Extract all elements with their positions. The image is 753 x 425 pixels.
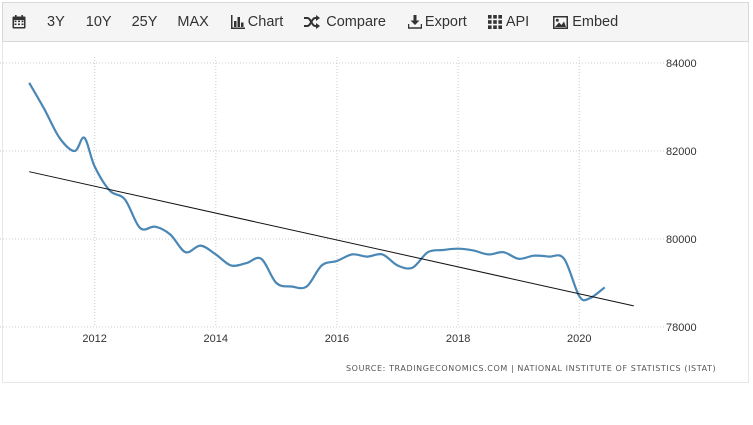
x-tick-label-4: 2020	[567, 333, 591, 345]
range-10y-button[interactable]: 10Y	[86, 3, 112, 41]
range-max-button[interactable]: MAX	[177, 3, 208, 41]
image-icon	[553, 15, 569, 29]
x-tick-label-2: 2016	[325, 333, 349, 345]
line-chart: 78000 80000 82000 84000 2012 2014 2016 2018 2020	[0, 57, 697, 345]
chart-toolbar: 3Y 10Y 25Y MAX Chart Compare	[2, 2, 749, 42]
x-tick-label-3: 2018	[446, 333, 470, 345]
shuffle-icon	[304, 15, 321, 29]
api-button[interactable]: API	[487, 3, 530, 41]
api-label: API	[505, 14, 530, 30]
y-tick-label-2: 82000	[666, 146, 697, 158]
data-series-line	[28, 82, 606, 302]
bar-chart-icon	[230, 15, 245, 29]
download-icon	[407, 15, 422, 29]
range-25y-label: 25Y	[131, 14, 158, 30]
trend-line	[29, 171, 634, 307]
range-10y-label: 10Y	[85, 14, 112, 30]
chart-type-button[interactable]: Chart	[230, 3, 284, 41]
x-tick-label-1: 2014	[204, 333, 228, 345]
y-tick-label-1: 80000	[666, 234, 697, 246]
y-tick-label-3: 84000	[666, 58, 697, 70]
embed-label: Embed	[572, 14, 619, 30]
x-tick-label-0: 2012	[82, 333, 106, 345]
chart-label: Chart	[247, 14, 284, 30]
range-25y-button[interactable]: 25Y	[132, 3, 158, 41]
embed-button[interactable]: Embed	[553, 3, 618, 41]
compare-label: Compare	[326, 14, 386, 30]
compare-button[interactable]: Compare	[304, 3, 386, 41]
range-3y-button[interactable]: 3Y	[47, 3, 65, 41]
y-tick-label-0: 78000	[666, 322, 697, 334]
range-max-label: MAX	[177, 14, 209, 30]
export-label: Export	[424, 14, 467, 30]
calendar-icon	[12, 15, 26, 29]
calendar-button[interactable]	[12, 3, 26, 41]
source-caption: SOURCE: TRADINGECONOMICS.COM | NATIONAL …	[346, 364, 717, 373]
chart-panel	[2, 42, 749, 383]
export-button[interactable]: Export	[407, 3, 467, 41]
range-3y-label: 3Y	[47, 14, 65, 30]
grid-icon	[487, 15, 502, 29]
